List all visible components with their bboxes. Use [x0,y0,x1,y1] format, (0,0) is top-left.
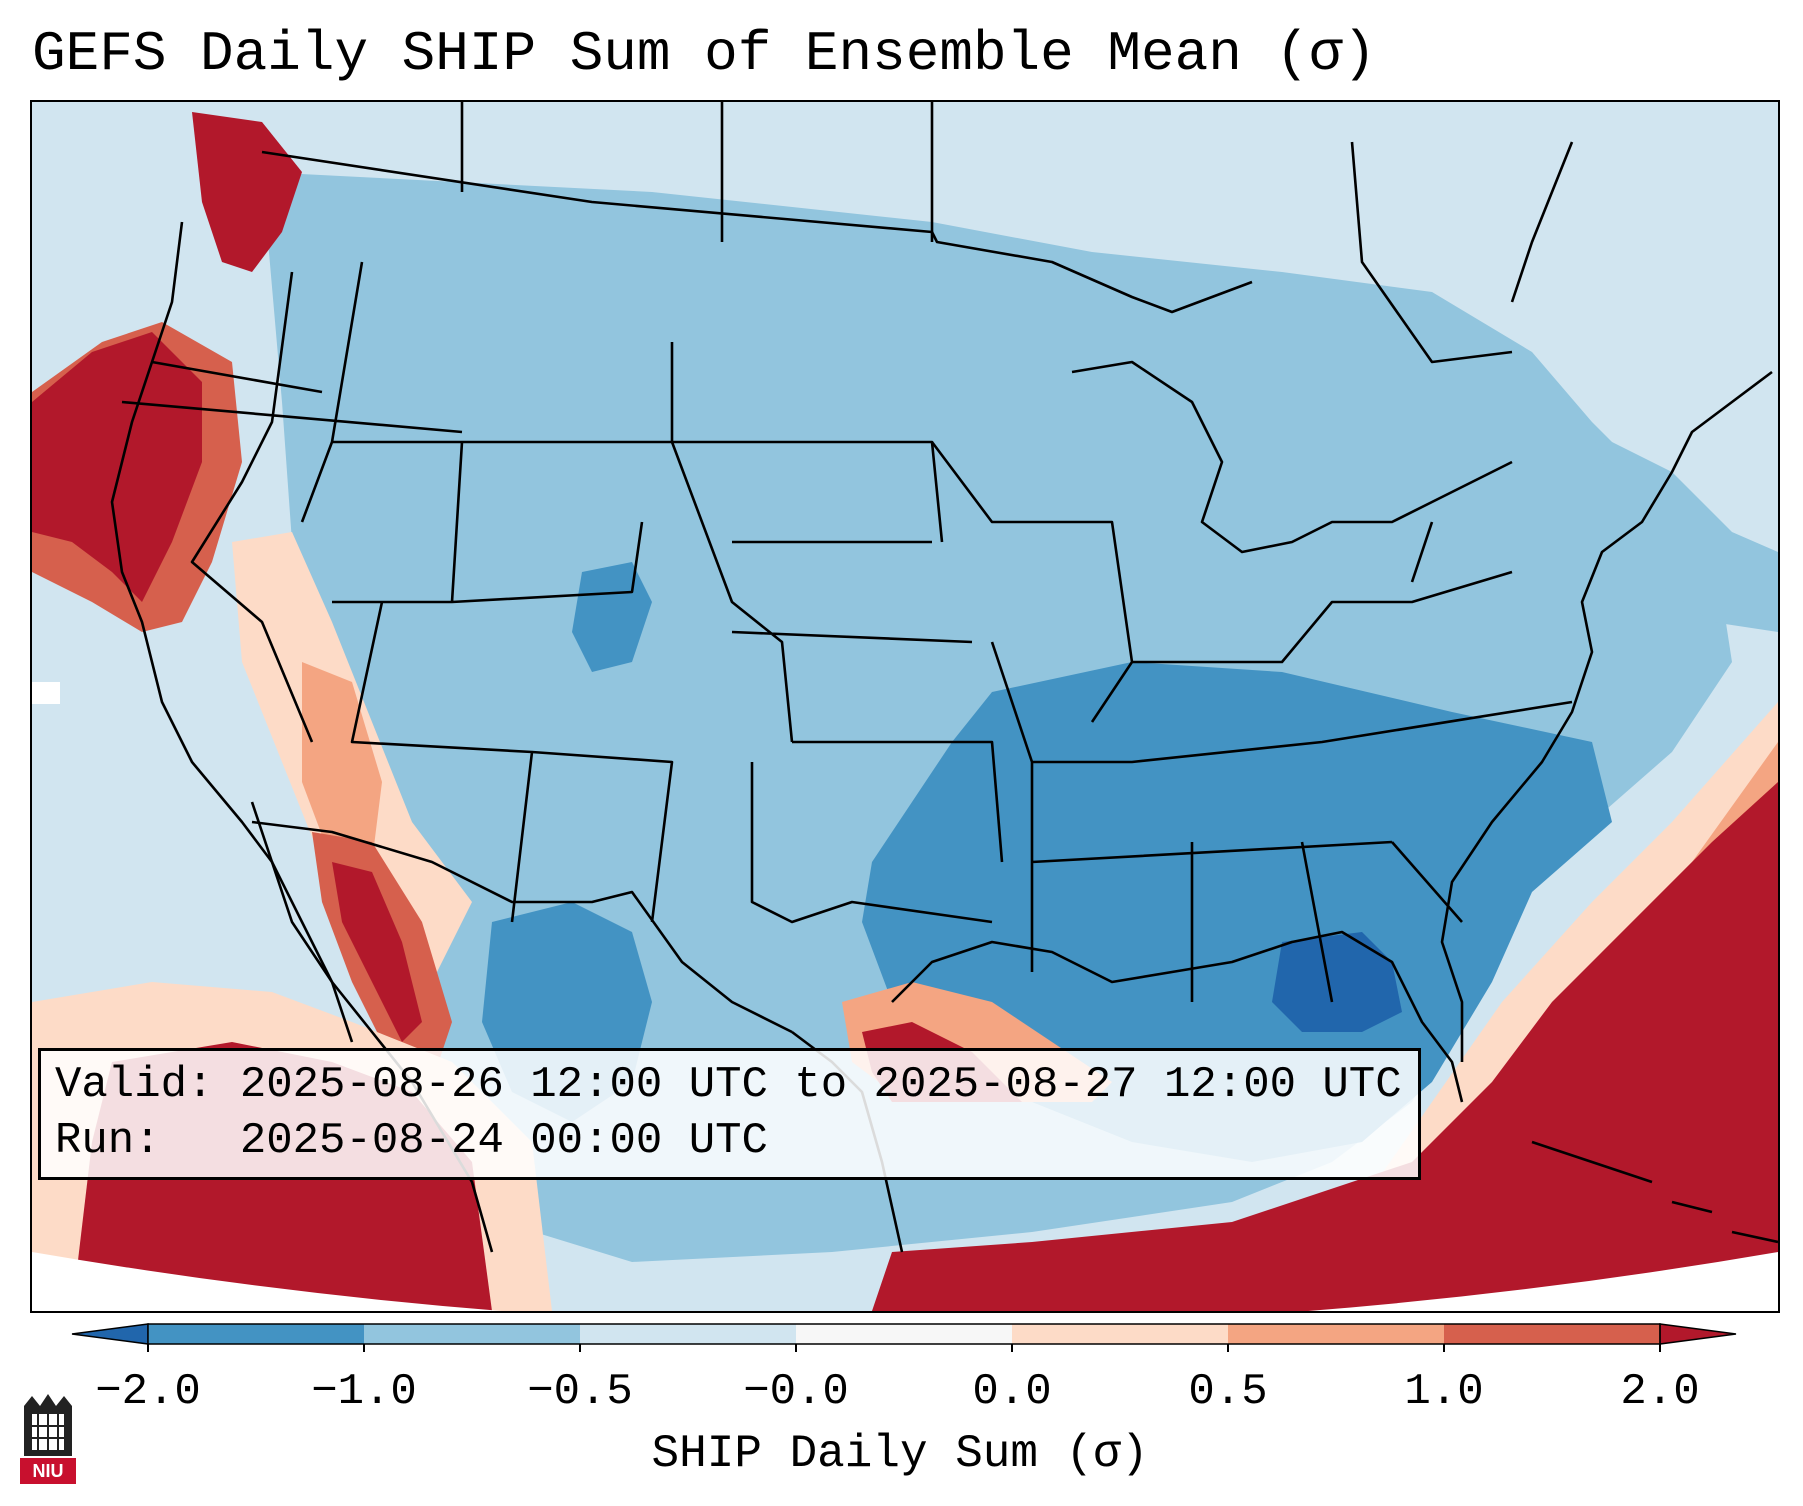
colorbar-outline [147,1323,1661,1345]
great-lakes [1071,360,1513,554]
field-light-atlantic-n [1592,432,1778,632]
field-red-west-coast [32,332,202,602]
colorbar-segment [1228,1324,1445,1344]
colorbar-segment [1012,1324,1229,1344]
colorbar-extend-high [1659,1323,1737,1345]
field-salmon-southwest [302,662,382,862]
map-title: GEFS Daily SHIP Sum of Ensemble Mean (σ) [32,22,1377,86]
colorbar-tick-label: −0.0 [743,1367,849,1417]
state-lines-east [930,441,1573,1003]
colorbar-tick-label: 2.0 [1620,1367,1700,1417]
state-lines-west [121,261,674,923]
east-coast [1440,370,1773,1062]
boundary-lines [110,102,1778,1253]
colorbar-segment [1444,1324,1661,1344]
svg-text:NIU: NIU [33,1461,64,1481]
field-darkest-florida [1272,932,1402,1032]
field-blue-southeast [862,662,1612,1162]
colorbar-segment [364,1324,581,1344]
run-time-line: Run: 2025-08-24 00:00 UTC [55,1116,768,1166]
projection-edge [32,1252,1778,1311]
colorbar-tick-label: 1.0 [1404,1367,1484,1417]
colorbar-tick-label: −1.0 [311,1367,417,1417]
colorbar-segment [580,1324,797,1344]
colorbar-tick-label: 0.0 [972,1367,1052,1417]
colorbar [71,1323,1737,1352]
us-mexico-border [251,820,793,1034]
caribbean-islands [1531,1140,1778,1244]
info-box: Valid: 2025-08-26 12:00 UTC to 2025-08-2… [38,1048,1421,1180]
field-red-puget [192,112,302,272]
baja-coast [250,801,354,1043]
valid-time-line: Valid: 2025-08-26 12:00 UTC to 2025-08-2… [55,1060,1402,1110]
canada-lines [460,102,1574,364]
colorbar-tick-label: −2.0 [95,1367,201,1417]
colorbar-tick-label: −0.5 [527,1367,633,1417]
colorbar-title: SHIP Daily Sum (σ) [651,1428,1149,1480]
niu-logo: NIU [20,1394,76,1484]
colorbar-segment [796,1324,1013,1344]
colorbar-extend-low [71,1323,149,1345]
colorbar-tick-label: 0.5 [1188,1367,1268,1417]
us-canada-border [261,150,1253,314]
projection-notch [32,682,60,704]
field-red-baja [332,862,422,1042]
colorbar-segment [148,1324,365,1344]
colorbar-segments [71,1323,1737,1345]
colorbar-ticks [147,1344,1661,1352]
field-red-atlantic [872,782,1778,1311]
